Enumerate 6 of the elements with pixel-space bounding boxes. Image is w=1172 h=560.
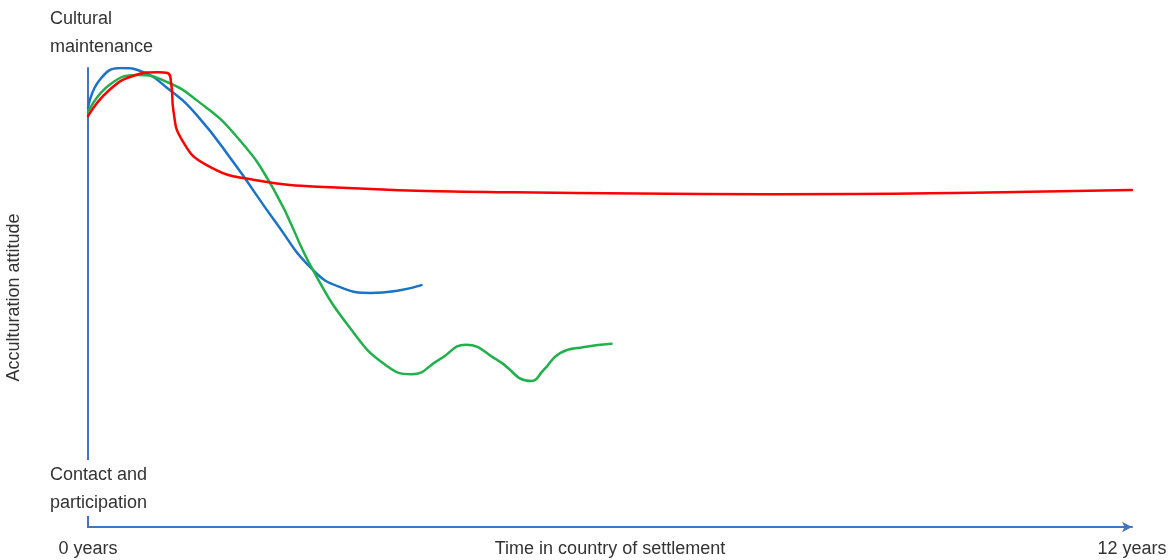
- y-axis-title: Acculturation attitude: [3, 213, 23, 382]
- annotation: Contact and participation: [50, 464, 153, 512]
- x-tick-label: 0 years: [58, 538, 118, 558]
- x-tick-label: 12 years: [1097, 538, 1167, 558]
- x-axis-title: Time in country of settlement: [494, 538, 726, 558]
- text: Cultural maintenance: [50, 8, 154, 56]
